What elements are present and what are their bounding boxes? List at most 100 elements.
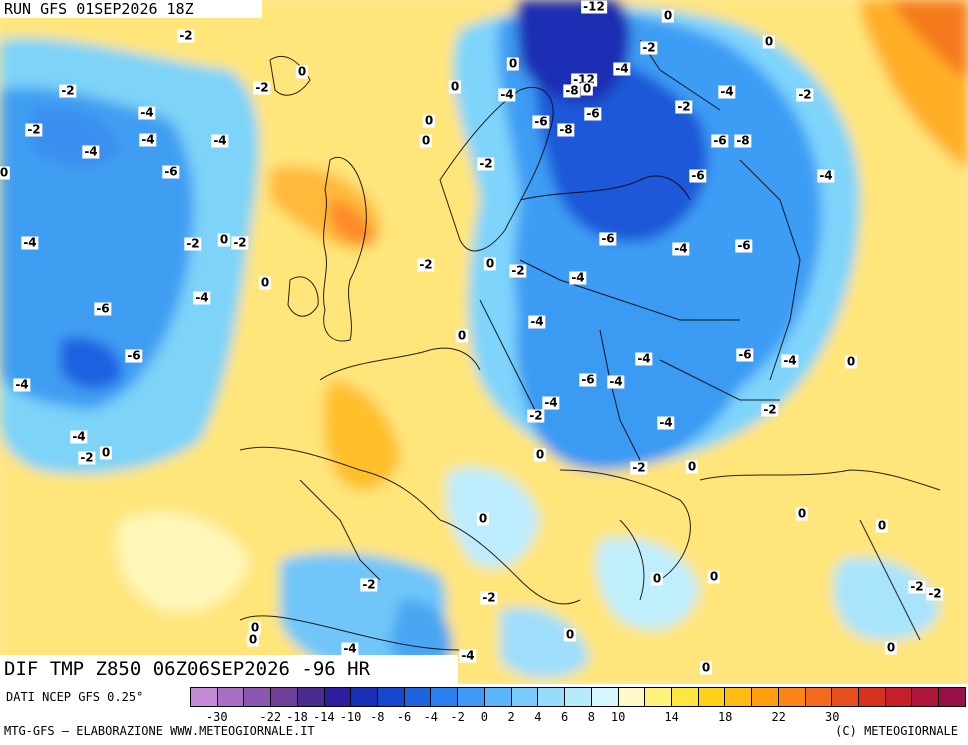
data-source-label: DATI NCEP GFS 0.25° (6, 690, 144, 704)
map-value-label: -2 (509, 263, 527, 278)
map-value-label: 0 (563, 627, 577, 642)
map-value-label: -2 (184, 236, 202, 251)
footer: DATI NCEP GFS 0.25° -30 -22 -18 -14 -10 -8 -6-… (0, 684, 968, 745)
map-value-label: -2 (630, 460, 648, 475)
color-scale-tick-label: 6 (560, 710, 569, 724)
map-value-label: -4 (542, 395, 560, 410)
map-value-label: 0 (685, 459, 699, 474)
color-scale-tick-label: -22 (259, 710, 282, 724)
color-scale-tick-label: -6 (396, 710, 412, 724)
color-scale-tick-label: 22 (771, 710, 786, 724)
map-value-label: -2 (231, 235, 249, 250)
color-swatch (671, 688, 699, 706)
map-title: DIF TMP Z850 06Z06SEP2026 -96 HR (0, 655, 458, 684)
map-value-label: -4 (569, 270, 587, 285)
map-value-label: -6 (711, 133, 729, 148)
map-value-label: -2 (417, 257, 435, 272)
color-scale-tick-label: -30 (205, 710, 228, 724)
run-label: RUN GFS 01SEP2026 18Z (0, 0, 262, 18)
map-value-label: 0 (0, 166, 11, 180)
map-value-label: -2 (908, 579, 926, 594)
map-value-label: -4 (459, 648, 477, 663)
map-value-label: -2 (25, 122, 43, 137)
color-swatch (431, 688, 459, 706)
color-scale-tick-label: 2 (507, 710, 515, 724)
color-swatch (832, 688, 859, 706)
map-value-label: -2 (59, 83, 77, 98)
color-swatch (752, 688, 779, 706)
map-value-label: 0 (295, 64, 309, 79)
map-value-label: -2 (253, 80, 271, 95)
credits-left: MTG-GFS — ELABORAZIONE WWW.METEOGIORNALE… (4, 724, 315, 738)
color-swatch (191, 688, 218, 706)
map-value-label: -4 (635, 351, 653, 366)
map-value-label: -4 (657, 415, 675, 430)
map-value-label: 0 (248, 620, 262, 635)
map-panel: -12 0 0 -2 0 -2 0 -4 -12 -2 -2 0 -4 -8 0 -4 -2 -4 -2 -6 0 -6-… (0, 0, 968, 684)
color-swatch (511, 688, 539, 706)
map-value-label: -4 (498, 87, 516, 102)
map-value-label: 0 (422, 113, 436, 128)
map-value-label: 0 (506, 56, 520, 71)
map-value-label: 0 (762, 34, 776, 49)
map-value-label: -4 (193, 290, 211, 305)
color-scale-tick-label: -14 (312, 710, 335, 724)
map-value-label: -8 (563, 83, 581, 98)
color-scale-tick-label: -10 (339, 710, 362, 724)
map-value-label: -6 (735, 238, 753, 253)
map-value-label: 0 (650, 571, 664, 586)
color-swatch (565, 688, 592, 706)
map-value-label: -4 (211, 133, 229, 148)
color-swatch (591, 688, 619, 706)
map-value-label: -2 (796, 87, 814, 102)
map-value-label: -4 (82, 144, 100, 159)
color-swatch (404, 688, 432, 706)
map-value-label: -6 (579, 372, 597, 387)
color-swatch (458, 688, 485, 706)
map-value-label: -4 (817, 168, 835, 183)
map-value-label: -6 (162, 164, 180, 179)
map-value-label: -4 (21, 235, 39, 250)
color-swatch (885, 688, 913, 706)
map-value-label: -4 (672, 241, 690, 256)
map-value-label: -6 (736, 347, 754, 362)
map-value-label: -4 (718, 84, 736, 99)
map-value-label: -4 (13, 377, 31, 392)
credits-right: (C) METEOGIORNALE (835, 724, 958, 738)
color-swatch (939, 688, 965, 706)
color-swatch (538, 688, 566, 706)
color-scale-tick-label: 8 (587, 710, 595, 724)
map-value-label: 0 (419, 133, 433, 148)
color-scale-tick-label: -18 (286, 710, 308, 724)
temperature-anomaly-map (0, 0, 968, 684)
map-value-label: 0 (661, 8, 675, 23)
color-swatch (698, 688, 726, 706)
map-value-label: -6 (125, 348, 143, 363)
map-value-label: -6 (599, 231, 617, 246)
map-value-label: 0 (483, 256, 497, 271)
color-swatch (912, 688, 940, 706)
color-swatch (645, 688, 672, 706)
map-value-label: 0 (884, 640, 898, 655)
color-swatch (858, 688, 886, 706)
map-value-label: 0 (844, 354, 858, 369)
map-value-label: -4 (613, 61, 631, 76)
map-value-label: -4 (138, 105, 156, 120)
map-value-label: -2 (477, 156, 495, 171)
map-value-label: -2 (480, 590, 498, 605)
map-value-label: -2 (640, 40, 658, 55)
color-swatch (324, 688, 352, 706)
color-scale-tick-label: -4 (423, 710, 439, 724)
color-swatch (244, 688, 272, 706)
map-value-label: -6 (532, 114, 550, 129)
map-value-label: -2 (177, 28, 195, 43)
color-swatch (378, 688, 405, 706)
color-scale-tick-label: -2 (450, 710, 465, 724)
color-scale-tick-label: 0 (480, 710, 488, 724)
map-value-label: -2 (675, 99, 693, 114)
color-swatch (484, 688, 512, 706)
color-swatch (271, 688, 298, 706)
color-scale-tick-label: 14 (664, 710, 679, 724)
color-scale-tick-label: 10 (610, 710, 626, 724)
map-value-label: 0 (699, 660, 713, 675)
